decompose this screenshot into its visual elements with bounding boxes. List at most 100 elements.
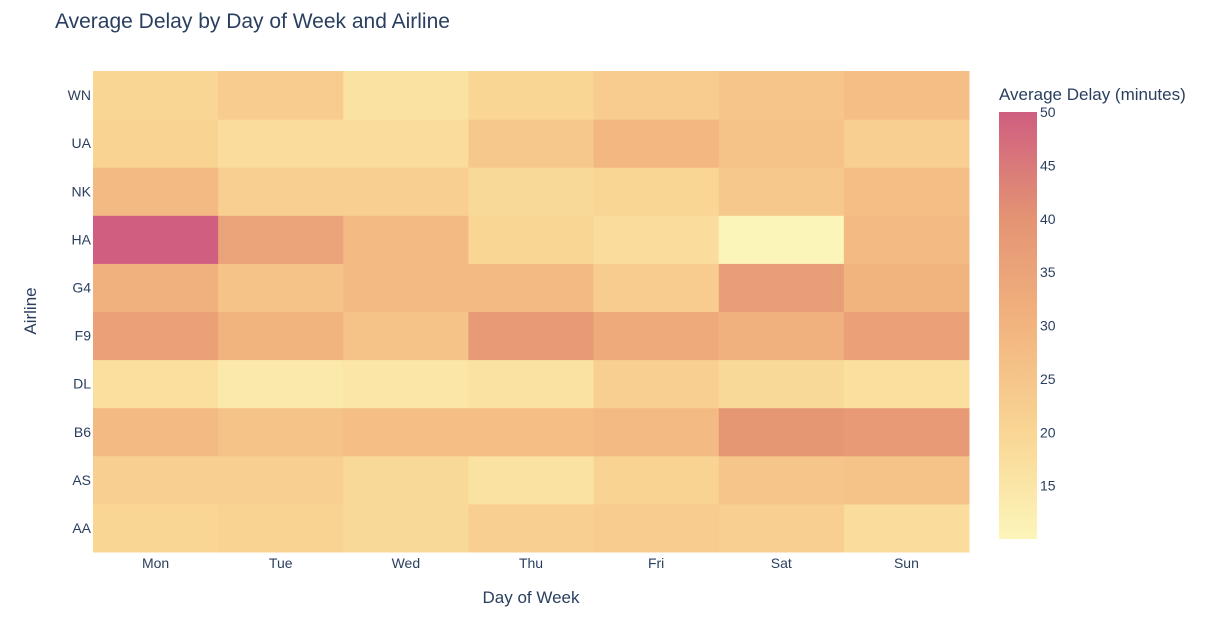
heatmap-cell (93, 167, 219, 216)
heatmap-cell (218, 455, 344, 505)
heatmap-cell (343, 71, 469, 120)
heatmap-cell (468, 503, 595, 553)
heatmap-cell (843, 71, 970, 120)
heatmap-cell (468, 263, 595, 312)
y-tick-label: AS (72, 472, 91, 488)
heatmap-cell (218, 503, 344, 553)
heatmap-cell (93, 311, 219, 361)
heatmap-cell (593, 503, 720, 553)
heatmap-cell (218, 71, 344, 120)
heatmap-cell (843, 119, 970, 168)
heatmap-cell (218, 215, 344, 264)
heatmap-cell (843, 503, 970, 553)
x-tick-label: Fri (648, 555, 664, 571)
heatmap-cell (343, 359, 469, 409)
heatmap-cell (218, 359, 344, 409)
colorbar-tick-label: 15 (1040, 478, 1056, 494)
y-tick-label: HA (72, 231, 92, 247)
colorbar-tick-label: 35 (1040, 264, 1056, 280)
heatmap-cell (343, 455, 469, 505)
heatmap-cell (218, 263, 344, 312)
heatmap-cell (93, 359, 219, 409)
heatmap-cell (593, 215, 720, 264)
heatmap-cell (843, 311, 970, 361)
y-tick-label: DL (73, 376, 91, 392)
colorbar-ticks: 15 20 25 30 35 40 45 50 (1040, 104, 1056, 494)
heatmap-cell (593, 71, 720, 120)
heatmap-cell (593, 407, 720, 457)
y-tick-label: B6 (74, 424, 91, 440)
heatmap-cell (343, 215, 469, 264)
heatmap-cell (93, 455, 219, 505)
heatmap-cell (93, 407, 219, 457)
y-tick-label: G4 (72, 279, 91, 295)
heatmap-cell (843, 263, 970, 312)
heatmap-cell (93, 503, 219, 553)
colorbar-tick-label: 20 (1040, 424, 1056, 440)
heatmap-cells (93, 71, 970, 553)
heatmap-cell (718, 71, 845, 120)
heatmap-cell (218, 119, 344, 168)
colorbar (999, 112, 1037, 539)
heatmap-cell (468, 119, 595, 168)
heatmap-cell (718, 263, 845, 312)
heatmap-cell (718, 455, 845, 505)
heatmap-cell (718, 359, 845, 409)
x-tick-label: Sat (771, 555, 792, 571)
heatmap-cell (718, 119, 845, 168)
heatmap-cell (843, 455, 970, 505)
heatmap-cell (343, 167, 469, 216)
colorbar-tick-label: 45 (1040, 157, 1056, 173)
x-tick-label: Wed (392, 555, 421, 571)
x-axis-ticks: Mon Tue Wed Thu Fri Sat Sun (142, 555, 919, 571)
x-axis-title: Day of Week (482, 588, 580, 607)
heatmap-cell (593, 119, 720, 168)
heatmap-cell (593, 167, 720, 216)
heatmap-cell (593, 263, 720, 312)
heatmap-cell (468, 311, 595, 361)
colorbar-tick-label: 30 (1040, 318, 1056, 334)
heatmap-cell (343, 119, 469, 168)
chart-title: Average Delay by Day of Week and Airline (55, 10, 450, 33)
heatmap-cell (343, 407, 469, 457)
heatmap-cell (343, 503, 469, 553)
y-tick-label: F9 (75, 328, 92, 344)
colorbar-title: Average Delay (minutes) (999, 85, 1186, 104)
x-tick-label: Thu (519, 555, 543, 571)
heatmap-cell (843, 167, 970, 216)
heatmap-cell (718, 311, 845, 361)
heatmap-cell (718, 167, 845, 216)
heatmap-cell (93, 263, 219, 312)
heatmap-cell (93, 71, 219, 120)
y-tick-label: AA (72, 520, 91, 536)
heatmap-cell (843, 215, 970, 264)
y-tick-label: WN (68, 87, 91, 103)
colorbar-tick-label: 40 (1040, 211, 1056, 227)
heatmap-cell (718, 215, 845, 264)
heatmap-cell (843, 407, 970, 457)
heatmap-cell (468, 407, 595, 457)
heatmap-cell (343, 263, 469, 312)
heatmap-cell (218, 167, 344, 216)
y-tick-label: NK (72, 183, 92, 199)
heatmap-cell (468, 167, 595, 216)
heatmap-cell (718, 407, 845, 457)
colorbar-tick-label: 25 (1040, 371, 1056, 387)
heatmap-cell (718, 503, 845, 553)
heatmap-cell (593, 359, 720, 409)
heatmap-cell (343, 311, 469, 361)
heatmap-cell (468, 71, 595, 120)
x-tick-label: Mon (142, 555, 169, 571)
y-axis-title: Airline (21, 287, 40, 334)
heatmap-cell (843, 359, 970, 409)
y-axis-ticks: AA AS B6 DL F9 G4 HA NK UA WN (68, 87, 92, 536)
heatmap-cell (468, 215, 595, 264)
heatmap-cell (93, 215, 219, 264)
heatmap-cell (93, 119, 219, 168)
heatmap-cell (593, 311, 720, 361)
x-tick-label: Sun (894, 555, 919, 571)
heatmap-cell (593, 455, 720, 505)
colorbar-tick-label: 50 (1040, 104, 1056, 120)
x-tick-label: Tue (269, 555, 293, 571)
